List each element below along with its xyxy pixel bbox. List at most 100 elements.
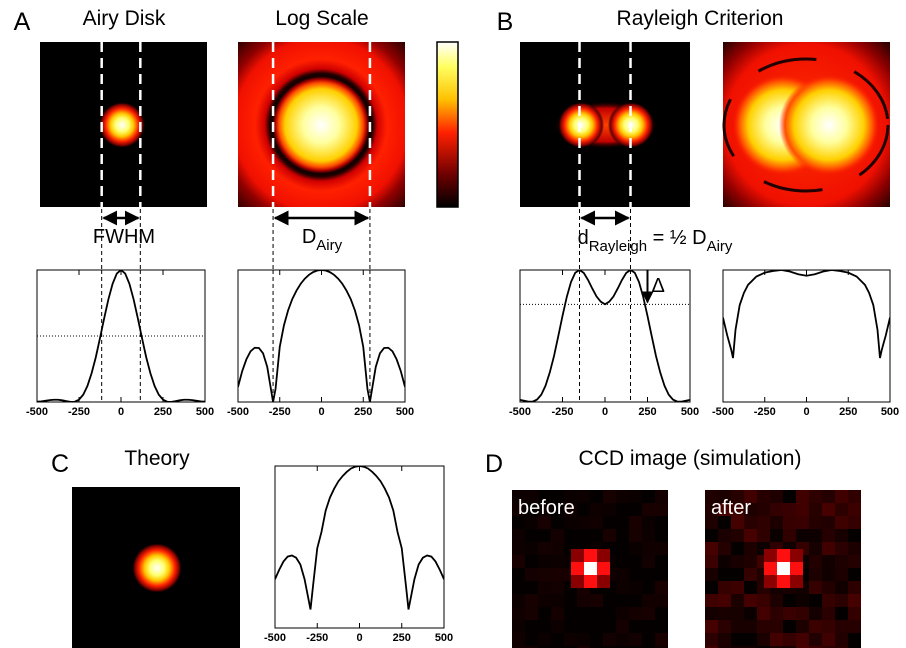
annotation: DAiry bbox=[302, 226, 343, 254]
ccd-pixel bbox=[590, 503, 603, 516]
ccd-pixel bbox=[551, 581, 564, 594]
ccd-pixel bbox=[538, 542, 551, 555]
x-tick-label: 500 bbox=[435, 632, 453, 644]
ccd-pixel bbox=[848, 490, 861, 503]
image-rayleigh-log bbox=[723, 42, 890, 207]
ccd-pixel bbox=[744, 620, 757, 633]
ccd-pixel bbox=[718, 581, 731, 594]
ccd-pixel bbox=[538, 594, 551, 607]
ccd-pixel bbox=[848, 607, 861, 620]
annotation-text: D bbox=[302, 226, 316, 248]
ccd-pixel bbox=[822, 516, 835, 529]
x-tick-label: -250 bbox=[269, 406, 291, 418]
ccd-pixel bbox=[783, 529, 796, 542]
ccd-pixel bbox=[783, 516, 796, 529]
ccd-pixel bbox=[770, 607, 783, 620]
ccd-pixel bbox=[525, 542, 538, 555]
annotation-text: d bbox=[578, 227, 589, 249]
ccd-pixel bbox=[790, 549, 803, 562]
ccd-pixel bbox=[718, 542, 731, 555]
ccd-pixel bbox=[770, 633, 783, 646]
ccd-pixel bbox=[551, 594, 564, 607]
ccd-pixel bbox=[718, 529, 731, 542]
ccd-pixel bbox=[757, 633, 770, 646]
ccd-pixel bbox=[705, 568, 718, 581]
ccd-pixel bbox=[809, 607, 822, 620]
plot-frame bbox=[238, 270, 405, 402]
x-tick-label: -250 bbox=[306, 632, 328, 644]
image-rayleigh bbox=[520, 42, 690, 207]
ccd-pixel bbox=[577, 490, 590, 503]
ccd-pixel bbox=[655, 581, 668, 594]
ccd-pixel bbox=[809, 620, 822, 633]
ccd-pixel bbox=[705, 620, 718, 633]
ccd-pixel bbox=[551, 542, 564, 555]
ccd-pixel bbox=[757, 594, 770, 607]
ccd-pixel bbox=[718, 607, 731, 620]
ccd-pixel bbox=[655, 542, 668, 555]
ccd-pixel bbox=[835, 594, 848, 607]
x-tick-label: 0 bbox=[318, 406, 324, 418]
ccd-pixel bbox=[655, 503, 668, 516]
ccd-pixel bbox=[718, 620, 731, 633]
ccd-pixel bbox=[551, 620, 564, 633]
ccd-pixel bbox=[731, 581, 744, 594]
panel-title: Theory bbox=[124, 447, 190, 470]
ccd-pixel bbox=[655, 594, 668, 607]
ccd-pixel bbox=[655, 633, 668, 646]
ccd-pixel bbox=[796, 490, 809, 503]
ccd-pixel bbox=[629, 490, 642, 503]
ccd-pixel bbox=[512, 633, 525, 646]
ccd-pixel bbox=[822, 529, 835, 542]
ccd-pixel bbox=[777, 575, 790, 588]
ccd-pixel bbox=[512, 594, 525, 607]
ccd-pixel bbox=[764, 549, 777, 562]
ccd-pixel bbox=[744, 568, 757, 581]
ccd-pixel bbox=[835, 581, 848, 594]
x-tick-label: -500 bbox=[227, 406, 249, 418]
x-tick-label: -250 bbox=[754, 406, 776, 418]
ccd-pixel bbox=[809, 503, 822, 516]
ccd-pixel bbox=[764, 575, 777, 588]
ccd-pixel bbox=[822, 568, 835, 581]
ccd-pixel bbox=[822, 581, 835, 594]
ccd-pixel bbox=[848, 594, 861, 607]
ccd-pixel bbox=[757, 516, 770, 529]
ccd-pixel bbox=[783, 607, 796, 620]
ccd-pixel bbox=[551, 568, 564, 581]
panel-title: CCD image (simulation) bbox=[579, 447, 802, 470]
ccd-pixel bbox=[835, 542, 848, 555]
ccd-pixel bbox=[538, 555, 551, 568]
ccd-pixel bbox=[616, 568, 629, 581]
annotation-subscript: Airy bbox=[707, 238, 733, 255]
ccd-pixel bbox=[512, 620, 525, 633]
x-tick-label: 250 bbox=[354, 406, 372, 418]
ccd-pixel bbox=[642, 555, 655, 568]
ccd-pixel bbox=[512, 555, 525, 568]
ccd-pixel bbox=[525, 568, 538, 581]
ccd-pixel bbox=[822, 633, 835, 646]
ccd-pixel bbox=[551, 529, 564, 542]
annotation-text: = ½ D bbox=[647, 227, 706, 249]
ccd-pixel bbox=[731, 529, 744, 542]
ccd-pixel bbox=[571, 562, 584, 575]
image-label: after bbox=[711, 497, 751, 519]
ccd-pixel bbox=[757, 503, 770, 516]
ccd-pixel bbox=[597, 549, 610, 562]
ccd-pixel bbox=[796, 607, 809, 620]
ccd-pixel bbox=[616, 490, 629, 503]
ccd-pixel bbox=[642, 503, 655, 516]
ccd-pixel bbox=[809, 516, 822, 529]
ccd-pixel bbox=[564, 633, 577, 646]
image-airy bbox=[40, 42, 207, 207]
x-tick-label: 250 bbox=[839, 406, 857, 418]
ccd-pixel bbox=[744, 542, 757, 555]
ccd-pixel bbox=[629, 581, 642, 594]
ccd-pixel bbox=[538, 633, 551, 646]
ccd-pixel bbox=[731, 607, 744, 620]
ccd-pixel bbox=[616, 581, 629, 594]
ccd-pixel bbox=[597, 575, 610, 588]
ccd-pixel bbox=[731, 620, 744, 633]
ccd-pixel bbox=[757, 490, 770, 503]
ccd-pixel bbox=[616, 620, 629, 633]
